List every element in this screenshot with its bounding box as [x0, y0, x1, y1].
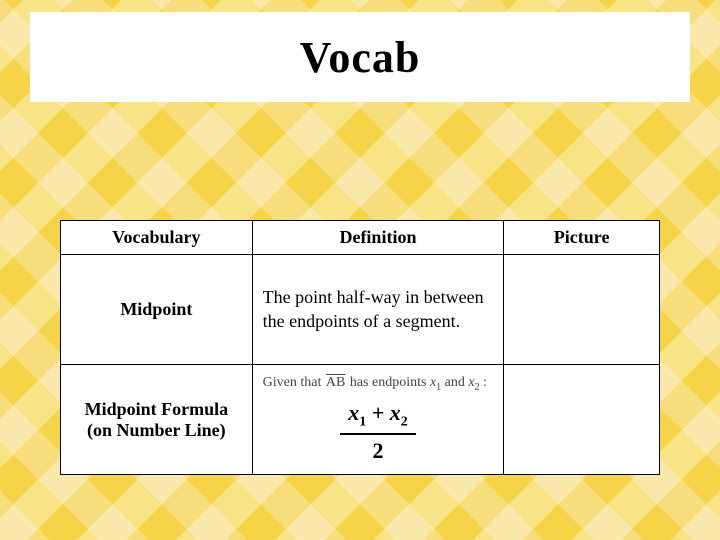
- col-header-definition: Definition: [252, 221, 504, 255]
- formula-fraction: x1 + x2 2: [263, 397, 494, 466]
- vocab-table: Vocabulary Definition Picture Midpoint T…: [60, 220, 660, 475]
- definition-midpoint-formula: Given that AB has endpoints x1 and x2 : …: [252, 365, 504, 475]
- formula-given-text: Given that AB has endpoints x1 and x2 :: [263, 373, 494, 395]
- table-row: Midpoint Formula (on Number Line) Given …: [61, 365, 660, 475]
- page-title: Vocab: [300, 32, 421, 83]
- given-mid: has endpoints: [346, 375, 430, 390]
- col-header-vocabulary: Vocabulary: [61, 221, 253, 255]
- table-header-row: Vocabulary Definition Picture: [61, 221, 660, 255]
- picture-cell: [504, 365, 660, 475]
- colon: :: [480, 375, 487, 390]
- col-header-picture: Picture: [504, 221, 660, 255]
- segment-ab: AB: [325, 375, 346, 390]
- and-text: and: [441, 375, 468, 390]
- fraction-numerator: x1 + x2: [340, 399, 416, 436]
- definition-midpoint: The point half-way in between the endpoi…: [252, 255, 504, 365]
- term-midpoint: Midpoint: [61, 255, 253, 365]
- picture-cell: [504, 255, 660, 365]
- table-row: Midpoint The point half-way in between t…: [61, 255, 660, 365]
- fraction-denominator: 2: [340, 435, 416, 466]
- term-midpoint-formula: Midpoint Formula (on Number Line): [61, 365, 253, 475]
- title-card: Vocab: [30, 12, 690, 102]
- given-prefix: Given that: [263, 375, 325, 390]
